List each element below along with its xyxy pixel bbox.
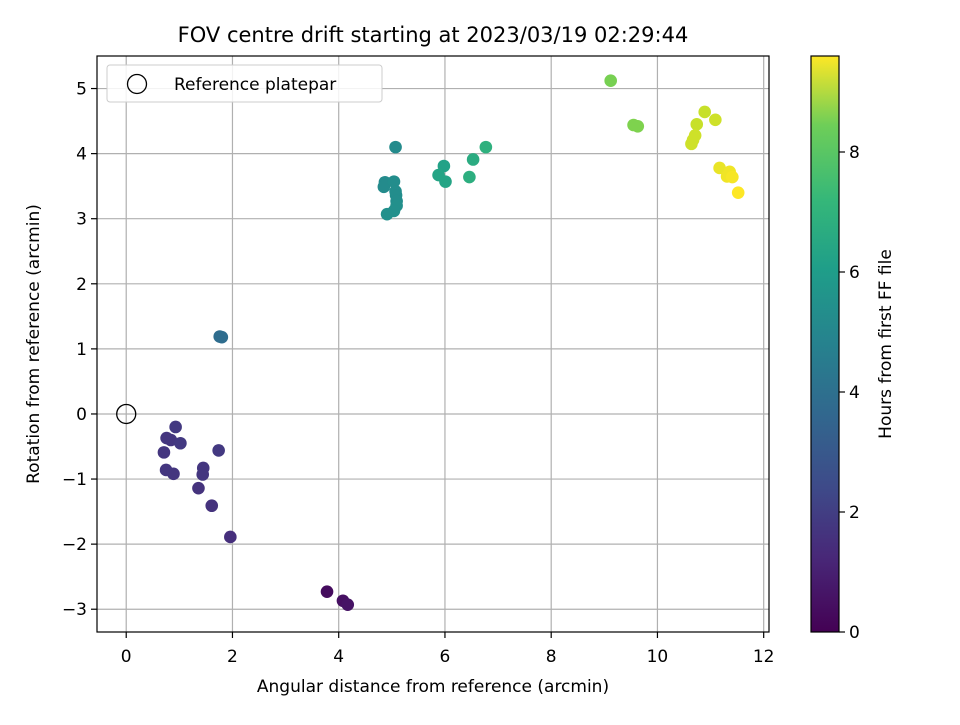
- data-point: [192, 481, 205, 495]
- data-point: [157, 446, 171, 459]
- x-tick-label: 4: [333, 647, 344, 667]
- data-point: [439, 175, 452, 188]
- y-tick-label: −1: [62, 470, 87, 490]
- data-point: [690, 118, 704, 131]
- data-point: [212, 444, 225, 457]
- x-tick-label: 8: [546, 647, 557, 667]
- data-point: [709, 113, 722, 127]
- plot-frame: [96, 55, 770, 633]
- data-point: [726, 170, 739, 184]
- legend-marker-reference: [126, 73, 148, 95]
- y-tick-label: −3: [62, 600, 87, 620]
- data-point: [631, 119, 645, 133]
- data-point: [341, 598, 355, 611]
- data-point: [169, 420, 182, 434]
- colorbar-tick-label: 2: [849, 503, 860, 523]
- data-point: [164, 433, 178, 447]
- grid-lines: [97, 56, 769, 632]
- x-tick-label: 10: [647, 647, 669, 667]
- legend: Reference platepar: [106, 64, 383, 103]
- reference-platepar-marker: [116, 403, 137, 425]
- x-tick-label: 0: [121, 647, 132, 667]
- colorbar: 0 2 4 6 8 Hours from first FF file: [810, 55, 896, 643]
- data-point: [731, 186, 745, 199]
- y-tick-label: −2: [62, 535, 87, 555]
- data-point: [604, 74, 617, 88]
- y-axis-ticks: −3 −2 −1 0 1 2 3 4 5: [62, 80, 97, 620]
- data-point: [320, 585, 334, 598]
- y-axis-label: Rotation from reference (arcmin): [24, 204, 44, 484]
- colorbar-tick-label: 8: [849, 143, 860, 163]
- data-point: [437, 159, 451, 173]
- colorbar-tick-label: 4: [849, 383, 860, 403]
- legend-box: [106, 64, 383, 103]
- x-tick-label: 2: [227, 647, 238, 667]
- data-point: [479, 140, 493, 154]
- data-point: [685, 137, 698, 151]
- x-tick-label: 12: [753, 647, 775, 667]
- y-tick-label: 3: [76, 210, 87, 230]
- y-tick-label: 1: [76, 340, 87, 360]
- data-point: [387, 175, 401, 188]
- data-point: [224, 530, 237, 544]
- colorbar-label: Hours from first FF file: [876, 249, 896, 439]
- legend-entry-reference: Reference platepar: [174, 75, 336, 95]
- y-tick-label: 4: [76, 145, 87, 165]
- chart-title: FOV centre drift starting at 2023/03/19 …: [178, 23, 689, 47]
- y-tick-label: 5: [76, 80, 87, 100]
- y-tick-label: 0: [76, 405, 87, 425]
- data-point: [380, 207, 394, 221]
- colorbar-tick-label: 6: [849, 263, 860, 283]
- data-point: [389, 140, 402, 154]
- data-point: [205, 499, 219, 513]
- x-tick-label: 6: [440, 647, 451, 667]
- y-tick-label: 2: [76, 275, 87, 295]
- colorbar-gradient: [810, 55, 840, 633]
- data-point: [174, 436, 187, 450]
- colorbar-tick-label: 0: [849, 623, 860, 643]
- data-point: [713, 161, 726, 175]
- data-point: [377, 180, 391, 194]
- data-point: [215, 330, 229, 344]
- data-point: [463, 170, 476, 184]
- x-axis-ticks: 0 2 4 6 8 10 12: [121, 632, 775, 667]
- data-point: [466, 153, 480, 166]
- data-point: [159, 463, 173, 477]
- colorbar-ticks: 0 2 4 6 8: [839, 143, 860, 643]
- data-point: [698, 105, 712, 119]
- x-axis-label: Angular distance from reference (arcmin): [257, 677, 609, 697]
- data-point: [196, 468, 210, 481]
- data-points: [116, 74, 745, 611]
